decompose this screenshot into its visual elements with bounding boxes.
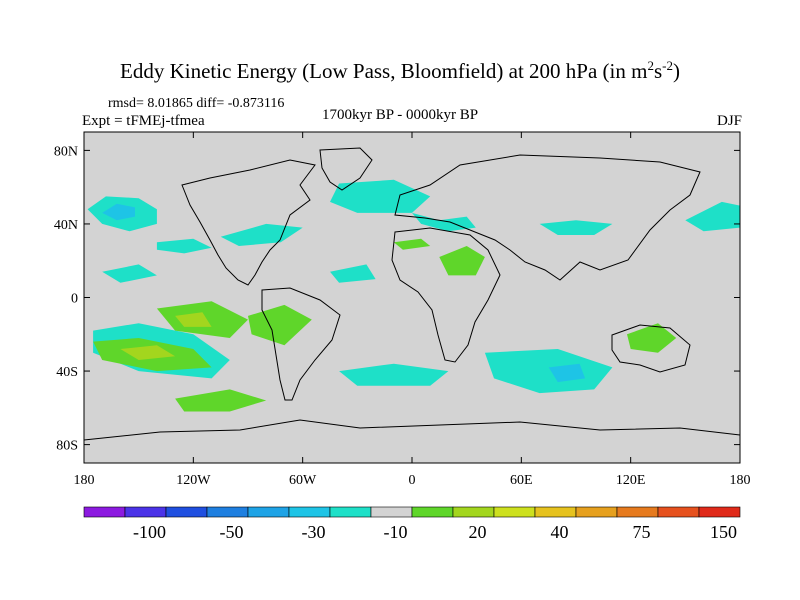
colorbar: -100 -50 -30 -10 20 40 75 150 xyxy=(83,506,741,542)
region-atlantic-neg xyxy=(330,179,431,213)
colorbar-swatch xyxy=(575,506,618,518)
coast-australia xyxy=(611,324,691,373)
region-indian-ocean-core xyxy=(548,363,586,383)
colorbar-swatch xyxy=(452,506,495,518)
x-tick-label: 180 xyxy=(74,473,95,488)
colorbar-swatch xyxy=(83,506,126,518)
colorbar-swatch xyxy=(329,506,372,518)
colorbar-swatch xyxy=(165,506,208,518)
map-background xyxy=(84,132,740,463)
region-indian-ocean-neg xyxy=(484,349,613,394)
y-tick-label: 0 xyxy=(71,292,78,307)
colorbar-swatch xyxy=(534,506,577,518)
season-label: DJF xyxy=(716,113,742,129)
region-nw-pacific-neg xyxy=(685,201,740,232)
coast-north-america xyxy=(181,159,316,286)
experiment-label: Expt = tFMEj-tfmea xyxy=(82,113,205,129)
y-tick-label: 40N xyxy=(54,218,78,233)
region-east-pacific-neg xyxy=(156,238,212,254)
colorbar-label: -10 xyxy=(384,522,408,542)
region-north-pacific-core xyxy=(102,203,135,221)
y-tick-label: 40S xyxy=(56,365,78,380)
coast-eurasia xyxy=(394,154,701,281)
x-axis: 180 120W 60W 0 60E 120E 180 xyxy=(74,132,751,488)
region-south-atlantic-neg xyxy=(339,363,449,386)
colorbar-label: -100 xyxy=(133,522,166,542)
colorbar-swatch xyxy=(493,506,536,518)
chart-title: Eddy Kinetic Energy (Low Pass, Bloomfiel… xyxy=(0,58,800,84)
x-tick-label: 120W xyxy=(176,473,211,488)
x-tick-label: 60E xyxy=(510,473,533,488)
colorbar-swatch xyxy=(616,506,659,518)
colorbar-label: -50 xyxy=(220,522,244,542)
region-australia-pos xyxy=(627,323,677,353)
colorbar-swatch xyxy=(411,506,454,518)
region-tropical-pac-core xyxy=(175,312,212,327)
colorbar-swatch xyxy=(288,506,331,518)
title-sup-1: 2 xyxy=(647,58,654,73)
colorbar-label: 150 xyxy=(710,522,737,542)
title-unit: s xyxy=(653,59,663,83)
region-south-pac-core xyxy=(120,345,176,360)
x-tick-label: 180 xyxy=(730,473,751,488)
region-atlantic-pos xyxy=(393,238,431,250)
colorbar-label: 20 xyxy=(469,522,487,542)
colorbar-swatch xyxy=(124,506,167,518)
region-north-america-neg xyxy=(220,223,303,246)
colorbar-swatch xyxy=(206,506,249,518)
region-africa-pos xyxy=(439,246,485,276)
period-label: 1700kyr BP - 0000kyr BP xyxy=(322,107,479,123)
title-sup-2: -2 xyxy=(662,58,673,73)
region-southern-pos xyxy=(175,389,267,412)
title-text: Eddy Kinetic Energy (Low Pass, Bloomfiel… xyxy=(120,59,648,83)
y-axis: 80N 40N 0 40S 80S xyxy=(54,144,740,454)
colorbar-swatch xyxy=(657,506,700,518)
colorbar-swatch xyxy=(698,506,741,518)
region-tropical-pac-neg xyxy=(102,264,157,283)
y-tick-label: 80S xyxy=(56,439,78,454)
region-atlantic-tropics-neg xyxy=(330,264,376,283)
colorbar-swatch xyxy=(247,506,290,518)
region-europe-neg xyxy=(412,212,476,232)
title-close: ) xyxy=(672,59,680,83)
region-asia-neg xyxy=(539,220,613,235)
stats-label: rmsd= 8.01865 diff= -0.873116 xyxy=(108,96,285,111)
colorbar-label: 75 xyxy=(633,522,651,542)
x-tick-label: 60W xyxy=(289,473,317,488)
x-tick-label: 120E xyxy=(616,473,646,488)
coastlines xyxy=(83,147,741,441)
coast-greenland xyxy=(319,147,373,191)
x-tick-label: 0 xyxy=(409,473,416,488)
colorbar-label: -30 xyxy=(302,522,326,542)
coast-antarctica xyxy=(83,419,741,441)
y-tick-label: 80N xyxy=(54,144,78,159)
colorbar-label: 40 xyxy=(551,522,569,542)
coast-africa xyxy=(391,227,501,363)
coast-south-america xyxy=(261,287,341,401)
colorbar-swatch xyxy=(370,506,413,518)
